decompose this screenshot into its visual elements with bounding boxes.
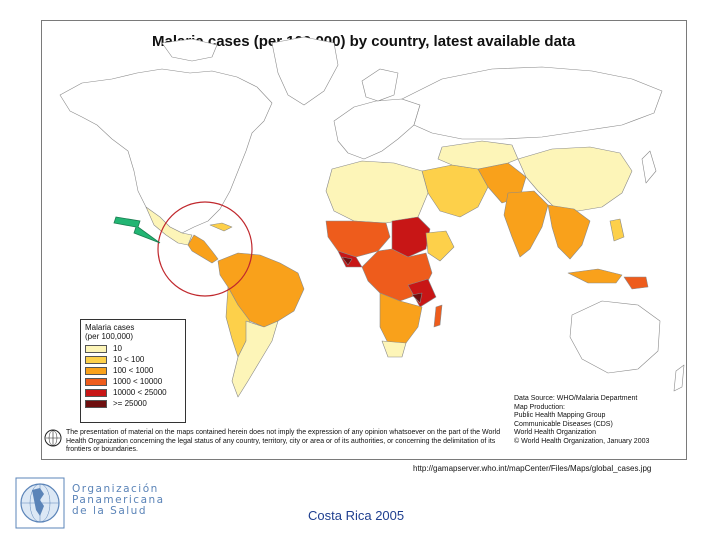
central-asia — [437, 140, 519, 170]
greenland — [271, 36, 339, 106]
arctic-islands — [161, 38, 218, 62]
indonesia — [567, 268, 623, 284]
caribbean-islands — [209, 222, 233, 232]
legend-item: 1000 < 10000 — [85, 376, 181, 387]
madagascar — [433, 304, 443, 328]
legend-label: 10 — [113, 344, 122, 353]
legend-item: 10000 < 25000 — [85, 387, 181, 398]
paho-logo-icon — [15, 477, 65, 529]
new-zealand — [673, 364, 685, 392]
legend-title-line1: Malaria cases — [85, 323, 135, 332]
north-asia — [401, 66, 663, 140]
map-title: Malaria cases (per 100,000) by country, … — [152, 33, 576, 50]
scandinavia — [361, 68, 399, 102]
legend-item: 100 < 1000 — [85, 365, 181, 376]
legend-swatch — [85, 399, 107, 408]
southeast-asia — [547, 204, 591, 260]
australia — [569, 300, 661, 374]
central-america — [187, 234, 219, 264]
new-guinea — [623, 276, 649, 290]
india — [503, 190, 549, 258]
map-disclaimer: The presentation of material on the maps… — [66, 429, 501, 453]
source-url: http://gamapserver.who.int/mapCenter/Fil… — [413, 464, 652, 473]
southern-africa — [379, 292, 423, 348]
mexico — [145, 206, 193, 246]
footer-caption: Costa Rica 2005 — [308, 508, 405, 523]
south-america-south — [231, 320, 279, 398]
legend-swatch — [85, 344, 107, 353]
who-emblem-icon — [44, 429, 62, 447]
credit-line: Communicable Diseases (CDS) — [514, 420, 613, 428]
east-africa-hotspot — [411, 292, 423, 304]
malaria-world-map: Malaria cases (per 100,000) by country, … — [41, 20, 687, 460]
sudan — [391, 216, 431, 258]
legend-swatch — [85, 366, 107, 375]
china — [517, 146, 633, 212]
paho-name-line3: de la Salud — [72, 505, 147, 517]
credit-line: © World Health Organization, January 200… — [514, 437, 650, 445]
paho-name: Organización Panamericana de la Salud — [72, 484, 165, 517]
legend-swatch — [85, 388, 107, 397]
legend-item: >= 25000 — [85, 398, 181, 409]
philippines — [609, 218, 625, 242]
legend-label: 1000 < 10000 — [113, 377, 163, 386]
highlight-circle — [157, 201, 253, 297]
legend-item: 10 — [85, 343, 181, 354]
legend-label: 10000 < 25000 — [113, 388, 167, 397]
paho-name-line1: Organización — [72, 483, 159, 495]
map-credits: Data Source: WHO/Malaria Department Map … — [514, 395, 684, 446]
credit-line: World Health Organization — [514, 429, 596, 436]
credit-line: Data Source: WHO/Malaria Department — [514, 395, 638, 402]
japan — [641, 150, 657, 184]
legend-label: >= 25000 — [113, 399, 147, 408]
legend-item: 10 < 100 — [85, 354, 181, 365]
legend-label: 10 < 100 — [113, 355, 145, 364]
west-africa-hotspot — [341, 256, 353, 266]
europe — [333, 98, 421, 160]
credit-line: Public Health Mapping Group — [514, 412, 606, 419]
paho-name-line2: Panamericana — [72, 494, 165, 506]
north-america-landmass — [59, 68, 273, 234]
legend-swatch — [85, 355, 107, 364]
world-map-canvas — [59, 36, 685, 398]
highlight-arrow — [113, 216, 161, 244]
middle-east — [421, 164, 489, 218]
horn-of-africa — [425, 230, 455, 262]
credit-line: Map Production: — [514, 403, 565, 411]
map-legend: Malaria cases (per 100,000) 10 10 < 100 … — [80, 319, 186, 423]
legend-swatch — [85, 377, 107, 386]
legend-label: 100 < 1000 — [113, 366, 154, 375]
north-africa — [325, 160, 429, 224]
south-africa — [381, 340, 407, 358]
legend-title-line2: (per 100,000) — [85, 332, 134, 341]
